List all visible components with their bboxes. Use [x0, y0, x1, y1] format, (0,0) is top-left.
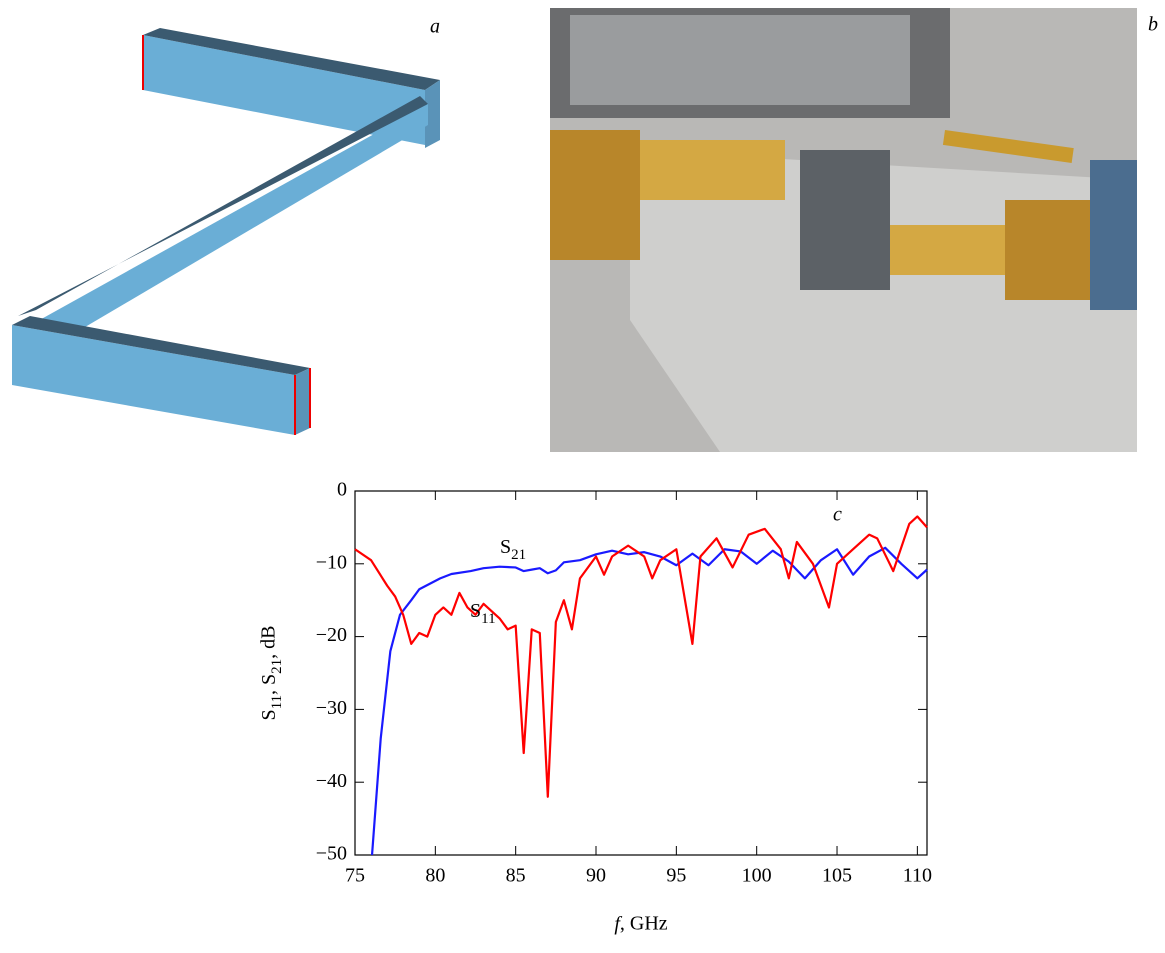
y-tick-label: −40: [316, 770, 347, 792]
series-line: [370, 546, 928, 856]
x-tick-label: 75: [345, 865, 365, 887]
series-label: S11: [470, 600, 496, 628]
panel-label: b: [1148, 14, 1158, 36]
y-tick-label: −20: [316, 624, 347, 646]
x-tick-label: 105: [822, 865, 852, 887]
x-tick-label: 110: [903, 865, 932, 887]
plot-frame: [354, 490, 928, 856]
panel-a-model: [12, 28, 440, 435]
y-tick-label: −30: [316, 697, 347, 719]
x-tick-label: 90: [586, 865, 606, 887]
series-label: S21: [500, 536, 526, 564]
y-axis-label: S11, S21, dB: [258, 625, 286, 720]
y-tick-label: −10: [316, 551, 347, 573]
panel-b-photo: [550, 8, 1137, 452]
x-tick-label: 95: [666, 865, 686, 887]
x-tick-label: 80: [425, 865, 445, 887]
panel-label: a: [430, 16, 440, 38]
x-tick-label: 85: [506, 865, 526, 887]
y-tick-label: 0: [337, 479, 347, 501]
series-line: [354, 515, 928, 798]
y-tick-label: −50: [316, 843, 347, 865]
x-tick-label: 100: [742, 865, 772, 887]
x-axis-label: f, GHz: [614, 913, 667, 935]
panel-label: c: [833, 504, 842, 526]
